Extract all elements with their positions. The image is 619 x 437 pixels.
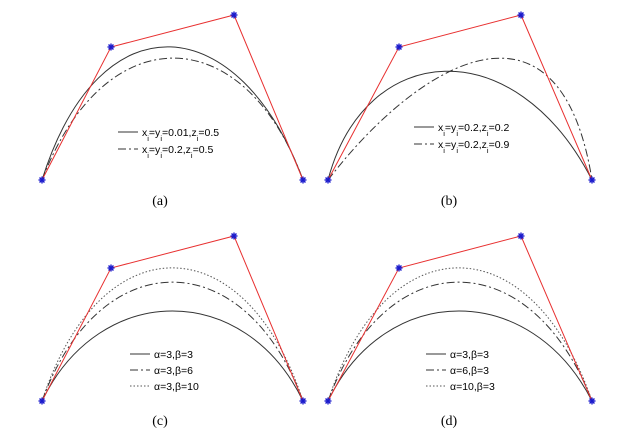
caption: (a) xyxy=(152,194,168,209)
legend-label: xi=yi=0.2,zi=0.9 xyxy=(438,139,509,155)
control-point xyxy=(325,177,331,183)
control-polygon xyxy=(327,14,593,181)
legend-text: x xyxy=(142,144,148,156)
legend-text: =0.9 xyxy=(489,139,510,151)
curve xyxy=(327,57,593,181)
legend-label: α=3,β=3 xyxy=(154,349,193,361)
legend-text: =0.5 xyxy=(198,127,219,139)
curve xyxy=(41,46,304,181)
legend-text: =y xyxy=(149,127,161,139)
legend-text: α=3,β=3 xyxy=(154,349,193,361)
legend-text: i xyxy=(456,146,458,155)
control-point xyxy=(325,398,331,404)
legend-label: α=6,β=3 xyxy=(450,365,489,377)
curve xyxy=(41,281,304,402)
curve xyxy=(327,70,593,181)
control-point xyxy=(518,233,524,239)
legend-text: α=3,β=10 xyxy=(154,381,199,393)
legend-text: =0.2,z xyxy=(458,122,487,134)
legend-text: x xyxy=(438,122,444,134)
legend-text: i xyxy=(443,129,445,138)
legend-text: =0.5 xyxy=(193,144,214,156)
legend-text: =y xyxy=(445,139,457,151)
control-point xyxy=(39,177,45,183)
control-point xyxy=(39,398,45,404)
legend-text: i xyxy=(487,146,489,155)
caption: (b) xyxy=(441,194,458,209)
legend-text: α=3,β=3 xyxy=(450,349,489,361)
legend-text: i xyxy=(443,146,445,155)
legend-text: =0.2,z xyxy=(162,144,191,156)
legend-text: i xyxy=(160,151,162,160)
caption: (c) xyxy=(152,414,168,429)
legend-text: i xyxy=(160,134,162,143)
control-point xyxy=(231,233,237,239)
legend-label: α=3,β=10 xyxy=(154,381,199,393)
legend-text: =y xyxy=(445,122,457,134)
legend-text: =0.2,z xyxy=(458,139,487,151)
control-polygon xyxy=(41,235,304,402)
legend-text: =y xyxy=(149,144,161,156)
legend-label: α=3,β=3 xyxy=(450,349,489,361)
legend-label: xi=yi=0.2,zi=0.5 xyxy=(142,144,213,160)
curve xyxy=(41,310,304,402)
curve xyxy=(41,57,304,181)
control-polygon xyxy=(327,235,593,402)
curve xyxy=(327,267,593,402)
control-point xyxy=(108,265,114,271)
legend-text: i xyxy=(456,129,458,138)
legend-text: x xyxy=(438,139,444,151)
legend-label: α=3,β=6 xyxy=(154,365,193,377)
curve xyxy=(327,281,593,402)
control-polygon xyxy=(41,14,304,181)
legend-text: i xyxy=(487,129,489,138)
control-point xyxy=(589,398,595,404)
legend-text: =0.01,z xyxy=(162,127,197,139)
legend-text: x xyxy=(142,127,148,139)
control-point xyxy=(108,44,114,50)
control-point xyxy=(300,177,306,183)
legend-text: i xyxy=(147,151,149,160)
legend-label: xi=yi=0.2,zi=0.2 xyxy=(438,122,509,138)
control-point xyxy=(300,398,306,404)
legend-label: xi=yi=0.01,zi=0.5 xyxy=(142,127,219,143)
legend-text: i xyxy=(147,134,149,143)
caption: (d) xyxy=(441,414,458,429)
legend-text: i xyxy=(197,134,199,143)
legend-text: =0.2 xyxy=(489,122,510,134)
legend-label: α=10,β=3 xyxy=(450,381,495,393)
control-point xyxy=(396,265,402,271)
control-point xyxy=(589,177,595,183)
control-point xyxy=(396,44,402,50)
legend-text: α=3,β=6 xyxy=(154,365,193,377)
control-point xyxy=(231,12,237,18)
legend-text: α=10,β=3 xyxy=(450,381,495,393)
curve xyxy=(327,310,593,402)
legend-text: i xyxy=(191,151,193,160)
control-point xyxy=(518,12,524,18)
legend-text: α=6,β=3 xyxy=(450,365,489,377)
